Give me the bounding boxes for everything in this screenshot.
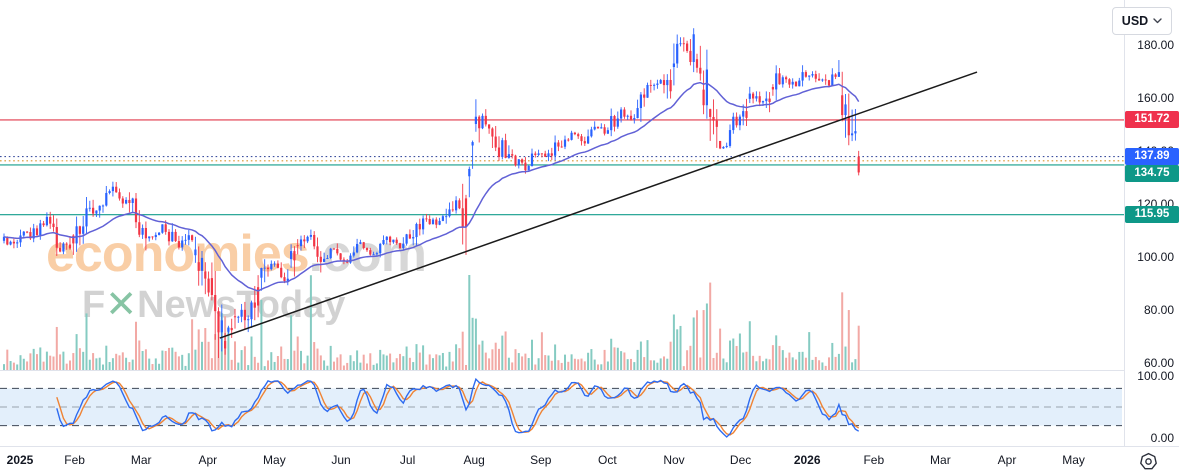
time-label-Apr: Apr xyxy=(997,453,1017,467)
price-tick-180: 180.00 xyxy=(1137,38,1174,52)
settings-gear-icon[interactable] xyxy=(1139,452,1158,471)
time-label-Jun: Jun xyxy=(331,453,351,467)
oscillator-tick-0: 0.00 xyxy=(1150,431,1174,445)
time-label-Feb: Feb xyxy=(863,453,885,467)
chart-canvas[interactable] xyxy=(0,0,1124,446)
time-label-Feb: Feb xyxy=(64,453,85,467)
moving-average-line[interactable] xyxy=(3,81,860,292)
chevron-down-icon xyxy=(1153,18,1162,24)
oscillator-pane-surface[interactable] xyxy=(0,371,1124,446)
candlestick-series[interactable] xyxy=(2,28,860,358)
time-label-2025: 2025 xyxy=(6,453,34,467)
time-label-Dec: Dec xyxy=(729,453,752,467)
time-label-Jul: Jul xyxy=(399,453,416,467)
time-label-Apr: Apr xyxy=(198,453,218,467)
price-tick-160: 160.00 xyxy=(1137,91,1174,105)
price-tick-80: 80.00 xyxy=(1143,303,1174,317)
price-label-badge-137-89: 137.89 xyxy=(1125,148,1179,166)
time-label-May: May xyxy=(1062,453,1085,467)
trendline[interactable] xyxy=(219,71,978,339)
time-label-Nov: Nov xyxy=(663,453,685,467)
price-pane-surface[interactable] xyxy=(0,0,1124,371)
price-label-badge-151-72: 151.72 xyxy=(1125,111,1179,129)
time-label-May: May xyxy=(263,453,286,467)
price-label-badge-115-95: 115.95 xyxy=(1125,206,1179,224)
time-label-Aug: Aug xyxy=(463,453,485,467)
time-label-Sep: Sep xyxy=(530,453,552,467)
time-label-Mar: Mar xyxy=(930,453,951,467)
stochastic-k-line[interactable] xyxy=(56,377,860,438)
currency-dropdown[interactable]: USD xyxy=(1112,7,1172,35)
time-label-Oct: Oct xyxy=(598,453,617,467)
price-tick-60: 60.00 xyxy=(1143,356,1174,370)
time-label-Mar: Mar xyxy=(130,453,152,467)
time-label-2026: 2026 xyxy=(793,453,821,467)
price-axis[interactable]: 180.00160.00140.00120.00100.0080.0060.00… xyxy=(1124,0,1179,446)
oscillator-tick-100: 100.00 xyxy=(1137,369,1174,383)
volume-bars xyxy=(0,119,1124,371)
time-axis[interactable]: 2025 Feb Mar Apr May Jun Jul Aug Sep Oct Nov Dec 202… xyxy=(0,446,1179,476)
price-tick-100: 100.00 xyxy=(1137,250,1174,264)
price-label-badge-134-75: 134.75 xyxy=(1125,165,1179,183)
currency-dropdown-label: USD xyxy=(1121,14,1149,28)
